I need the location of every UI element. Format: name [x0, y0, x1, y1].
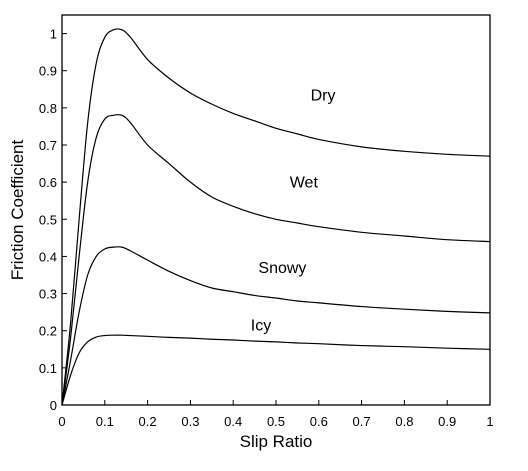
y-tick-label: 0.6	[39, 175, 57, 190]
y-tick-label: 0.9	[39, 64, 57, 79]
series-label-icy: Icy	[251, 318, 271, 335]
x-tick-label: 0.3	[181, 414, 199, 429]
x-tick-label: 0.9	[438, 414, 456, 429]
series-label-snowy: Snowy	[258, 260, 306, 277]
x-tick-label: 0.2	[139, 414, 157, 429]
y-tick-label: 0.3	[39, 287, 57, 302]
x-tick-label: 0.1	[96, 414, 114, 429]
x-tick-label: 0.7	[353, 414, 371, 429]
series-label-dry: Dry	[311, 87, 336, 104]
y-tick-label: 0.1	[39, 361, 57, 376]
y-tick-label: 0	[50, 398, 57, 413]
x-tick-label: 0.4	[224, 414, 242, 429]
y-tick-label: 0.8	[39, 101, 57, 116]
series-label-wet: Wet	[290, 175, 319, 192]
x-tick-label: 0.5	[267, 414, 285, 429]
y-tick-label: 0.2	[39, 324, 57, 339]
series-line-wet	[61, 113, 491, 406]
y-tick-label: 1	[50, 27, 57, 42]
y-axis-ticks: 0 0.1 0.2 0.3 0.4 0.5 0.6 0.7 0.8 0.9 1	[39, 27, 67, 413]
y-tick-label: 0.4	[39, 249, 57, 264]
x-axis-title: Slip Ratio	[240, 432, 313, 451]
series-lines	[61, 28, 491, 406]
x-tick-label: 0.6	[310, 414, 328, 429]
y-tick-label: 0.5	[39, 212, 57, 227]
x-tick-label: 0.8	[395, 414, 413, 429]
plot-area	[61, 14, 491, 406]
y-tick-label: 0.7	[39, 138, 57, 153]
y-axis-title: Friction Coefficient	[8, 139, 27, 280]
plot-frame	[61, 14, 491, 406]
x-axis-ticks: 0 0.1 0.2 0.3 0.4 0.5 0.6 0.7 0.8 0.9 1	[58, 400, 494, 429]
x-tick-label: 0	[58, 414, 65, 429]
series-line-dry	[61, 28, 491, 406]
series-labels: Dry Wet Snowy Icy	[251, 87, 336, 334]
series-line-snowy	[61, 246, 491, 406]
x-tick-label: 1	[486, 414, 493, 429]
series-line-icy	[61, 334, 491, 406]
